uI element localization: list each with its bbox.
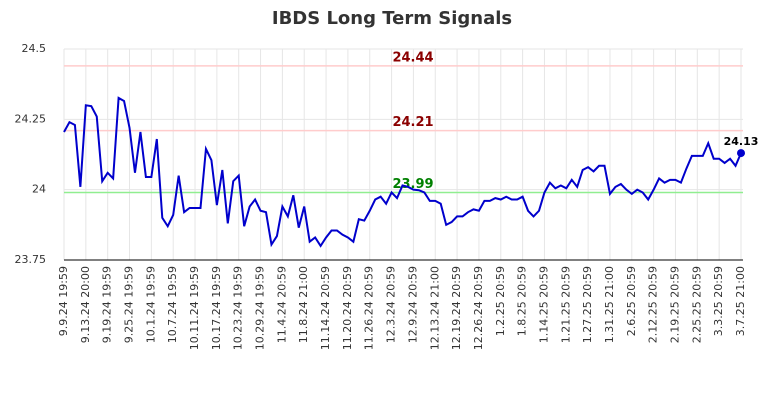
x-tick-label: 9.25.24 19:59 [123,266,136,343]
x-tick-label: 10.1.24 19:59 [144,266,157,343]
x-tick-label: 11.26.24 20:59 [363,266,376,350]
y-tick-label: 23.75 [15,253,47,266]
x-tick-label: 12.26.24 20:59 [472,266,485,350]
y-tick-label: 24 [32,183,46,196]
x-tick-label: 1.31.25 21:00 [603,266,616,343]
x-tick-label: 10.17.24 19:59 [210,266,223,350]
x-tick-label: 1.27.25 20:59 [581,266,594,343]
reference-label: 24.44 [392,50,433,65]
reference-label: 24.21 [392,115,433,130]
x-tick-label: 3.3.25 20:59 [712,266,725,336]
x-tick-label: 12.9.24 20:59 [406,266,419,343]
x-tick-label: 11.4.24 20:59 [275,266,288,343]
x-tick-label: 10.11.24 19:59 [188,266,201,350]
x-tick-label: 10.29.24 19:59 [254,266,267,350]
y-tick-label: 24.5 [22,42,47,55]
line [63,96,742,248]
x-tick-label: 11.20.24 20:59 [341,266,354,350]
x-tick-label: 2.12.25 20:59 [647,266,660,343]
reference-label: 23.99 [392,177,433,192]
x-tick-label: 2.19.25 20:59 [668,266,681,343]
x-tick-label: 12.3.24 20:59 [385,266,398,343]
x-tick-label: 12.19.24 20:59 [450,266,463,350]
x-tick-label: 11.14.24 20:59 [319,266,332,350]
x-tick-label: 2.25.25 20:59 [690,266,703,343]
x-tick-label: 9.9.24 19:59 [57,266,70,336]
x-tick-label: 11.8.24 21:00 [297,266,310,343]
x-tick-label: 1.21.25 20:59 [559,266,572,343]
last-value-label: 24.13 [724,135,759,148]
x-tick-label: 10.7.24 19:59 [166,266,179,343]
x-tick-label: 1.2.25 20:59 [494,266,507,336]
x-tick-label: 1.14.25 20:59 [537,266,550,343]
chart-title: IBDS Long Term Signals [272,8,512,29]
x-tick-label: 2.6.25 20:59 [625,266,638,336]
x-tick-label: 1.8.25 20:59 [516,266,529,336]
x-tick-label: 9.19.24 19:59 [101,266,114,343]
x-tick-label: 3.7.25 21:00 [734,266,747,336]
x-tick-label: 9.13.24 20:00 [79,266,92,343]
y-tick-label: 24.25 [15,112,47,125]
last-point [737,149,745,158]
x-tick-label: 12.13.24 21:00 [428,266,441,350]
x-tick-label: 10.23.24 19:59 [232,266,245,350]
